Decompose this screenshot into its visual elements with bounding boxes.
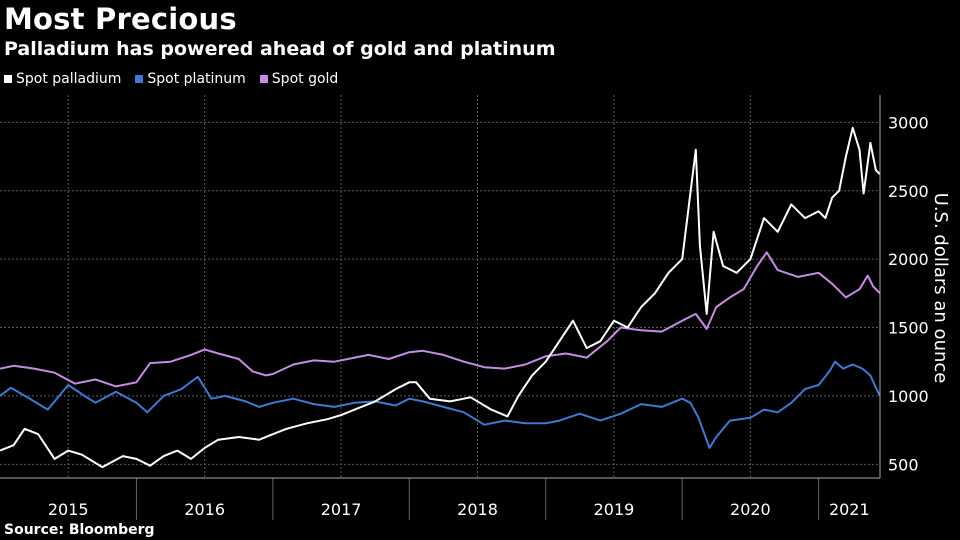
y-tick-label: 500 [888, 455, 919, 474]
chart-series [0, 126, 881, 469]
legend-swatch-platinum [135, 75, 144, 83]
chart-title: Most Precious [4, 2, 237, 36]
x-tick-label: 2021 [829, 500, 870, 519]
legend-item-palladium: Spot palladium [4, 71, 121, 87]
source-note: Source: Bloomberg [4, 522, 155, 538]
y-axis-label: U.S. dollars an ounce [930, 193, 951, 384]
x-tick-label: 2015 [48, 500, 89, 519]
legend-item-gold: Spot gold [259, 71, 339, 87]
x-tick-label: 2018 [457, 500, 498, 519]
chart-subtitle: Palladium has powered ahead of gold and … [4, 38, 556, 60]
x-tick-label: 2017 [321, 500, 362, 519]
legend-label-palladium: Spot palladium [16, 71, 122, 87]
series-line-spot-palladium [0, 126, 881, 469]
y-tick-label: 1000 [888, 387, 929, 406]
series-line-spot-gold [0, 251, 881, 388]
y-tick-label: 2000 [888, 250, 929, 269]
x-tick-label: 2020 [730, 500, 771, 519]
x-tick-label: 2019 [594, 500, 635, 519]
legend-swatch-palladium [4, 75, 12, 83]
y-tick-label: 3000 [888, 113, 929, 132]
legend-swatch-gold [259, 75, 268, 83]
legend-item-platinum: Spot platinum [135, 71, 246, 87]
series-line-spot-platinum [0, 360, 881, 449]
legend-label-platinum: Spot platinum [147, 71, 246, 87]
chart-grid [0, 95, 880, 478]
x-tick-label: 2016 [184, 500, 225, 519]
legend-label-gold: Spot gold [271, 71, 339, 87]
y-tick-label: 2500 [888, 182, 929, 201]
chart-axes: 500 1000 1500 2000 2500 3000 2015 2016 2017 2018 2… [0, 95, 929, 520]
chart-legend: Spot palladium Spot platinum Spot gold [4, 71, 338, 87]
y-tick-label: 1500 [888, 319, 929, 338]
